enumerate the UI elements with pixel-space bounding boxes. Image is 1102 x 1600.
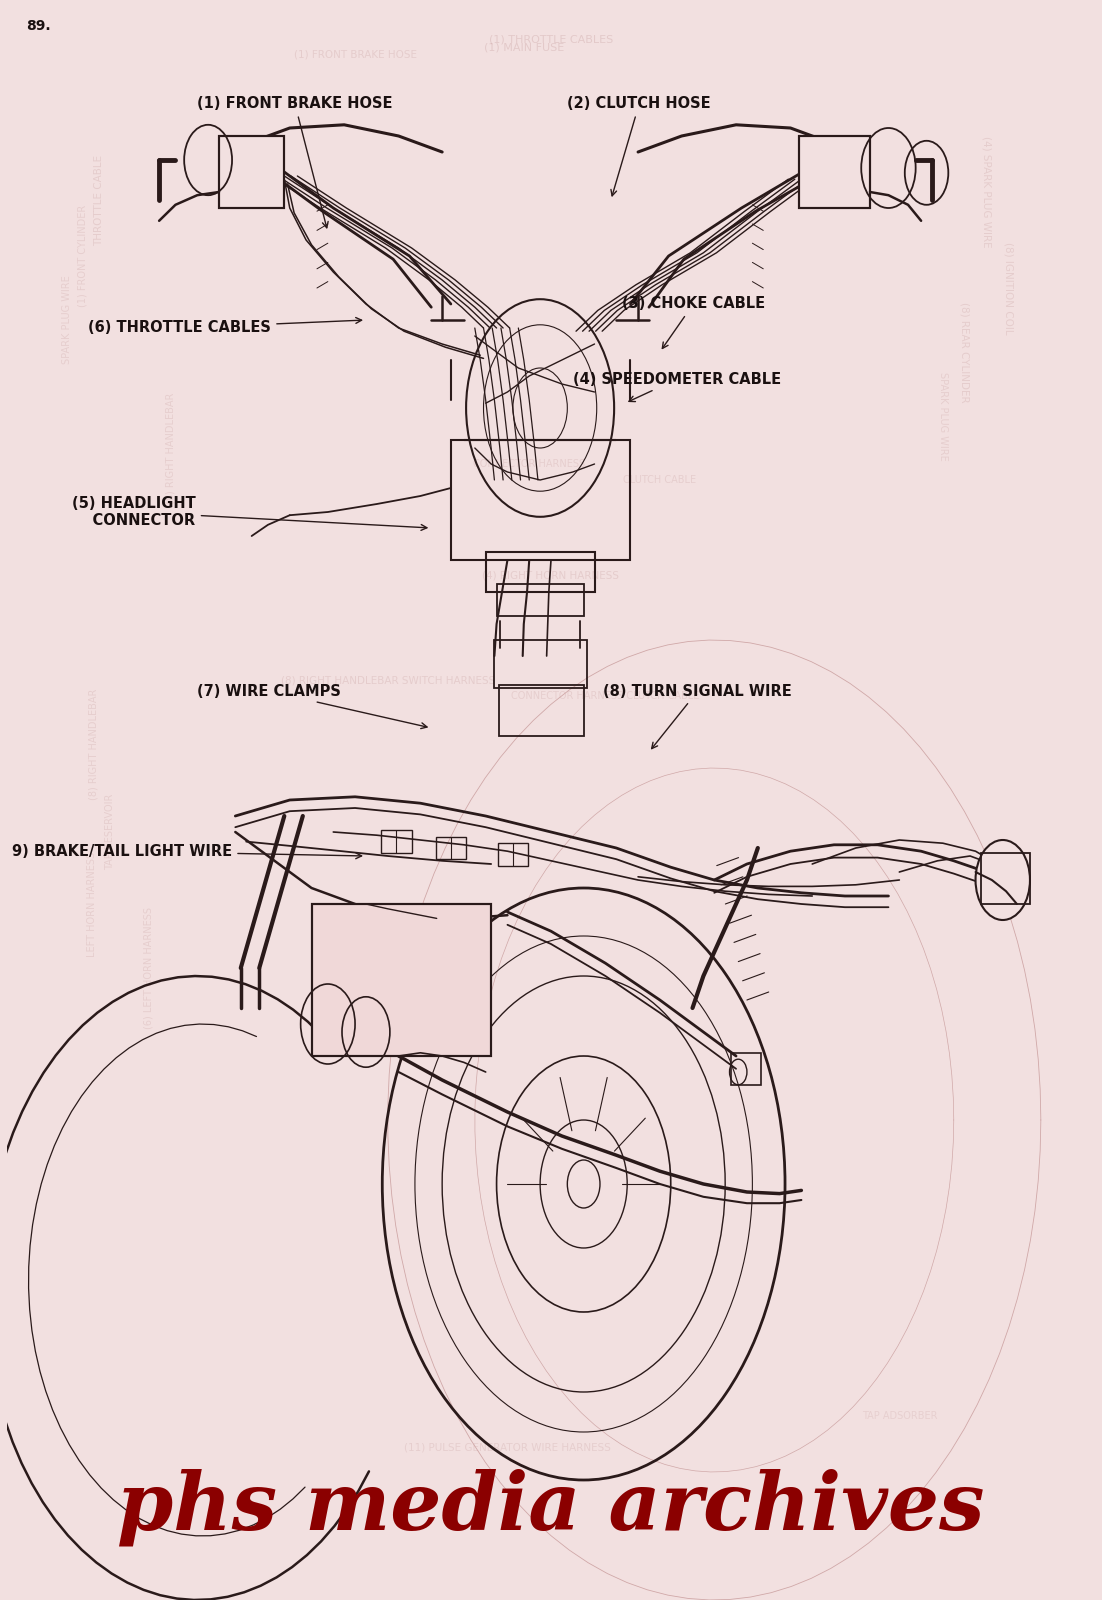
Bar bbox=[799, 136, 869, 208]
Bar bbox=[219, 136, 284, 208]
Text: CLUTCH CABLE: CLUTCH CABLE bbox=[624, 475, 696, 485]
Text: (8) REAR CYLINDER: (8) REAR CYLINDER bbox=[960, 302, 970, 402]
Text: (3) CHOKE CABLE: (3) CHOKE CABLE bbox=[622, 296, 765, 349]
Text: (6) THROTTLE CABLES: (6) THROTTLE CABLES bbox=[88, 317, 361, 336]
Text: (8) RIGHT HANDLEBAR SWITCH HARNESS: (8) RIGHT HANDLEBAR SWITCH HARNESS bbox=[281, 675, 495, 685]
Text: SPARK PLUG WIRE: SPARK PLUG WIRE bbox=[62, 275, 72, 365]
Text: (8) RIGHT HANDLEBAR: (8) RIGHT HANDLEBAR bbox=[165, 392, 175, 504]
Text: (2) CLUTCH HOSE: (2) CLUTCH HOSE bbox=[568, 96, 711, 195]
Text: THROTTLE CABLE: THROTTLE CABLE bbox=[95, 155, 105, 245]
Bar bbox=[799, 136, 869, 208]
Text: 9) BRAKE/TAIL LIGHT WIRE: 9) BRAKE/TAIL LIGHT WIRE bbox=[12, 843, 361, 859]
Text: (1) FRONT BRAKE HOSE: (1) FRONT BRAKE HOSE bbox=[197, 96, 392, 227]
Text: (6) LEFT HORN HARNESS: (6) LEFT HORN HARNESS bbox=[143, 907, 153, 1029]
Bar bbox=[498, 843, 528, 866]
Text: LEFT HORN HARNESS: LEFT HORN HARNESS bbox=[87, 851, 97, 957]
Bar bbox=[486, 552, 595, 592]
Text: (8) RIGHT HANDLEBAR: (8) RIGHT HANDLEBAR bbox=[89, 688, 99, 800]
Bar bbox=[381, 830, 412, 853]
Bar bbox=[495, 640, 587, 688]
Text: (4) RIGHT HORN HARNESS: (4) RIGHT HORN HARNESS bbox=[483, 571, 619, 581]
Text: TAP RESERVOIR: TAP RESERVOIR bbox=[105, 794, 115, 870]
Bar bbox=[981, 853, 1030, 904]
Bar bbox=[451, 440, 630, 560]
Text: (1) FRONT BRAKE HOSE: (1) FRONT BRAKE HOSE bbox=[293, 50, 417, 59]
Text: TAP ADSORBER: TAP ADSORBER bbox=[862, 1411, 937, 1421]
Bar bbox=[731, 1053, 761, 1085]
Text: (1) FRONT CYLINDER: (1) FRONT CYLINDER bbox=[78, 205, 88, 307]
Text: (8) TURN SIGNAL WIRE: (8) TURN SIGNAL WIRE bbox=[603, 683, 792, 749]
Bar bbox=[435, 837, 466, 859]
Text: CONNECTOR HARNESS CLUTCH CABLE: CONNECTOR HARNESS CLUTCH CABLE bbox=[511, 691, 700, 701]
Text: (8) IGNITION COIL: (8) IGNITION COIL bbox=[1003, 242, 1013, 334]
Bar bbox=[219, 136, 284, 208]
Text: CONNECTOR HARNESS: CONNECTOR HARNESS bbox=[473, 459, 585, 469]
Text: (11) PULSE GENERATOR WIRE HARNESS: (11) PULSE GENERATOR WIRE HARNESS bbox=[404, 1443, 611, 1453]
Bar bbox=[312, 904, 491, 1056]
Circle shape bbox=[975, 840, 1030, 920]
Text: 89.: 89. bbox=[26, 19, 51, 34]
Bar bbox=[497, 584, 584, 616]
Text: (1) MAIN FUSE: (1) MAIN FUSE bbox=[484, 43, 564, 53]
Text: (7) WIRE CLAMPS: (7) WIRE CLAMPS bbox=[197, 683, 428, 728]
Text: (4) SPARK PLUG WIRE: (4) SPARK PLUG WIRE bbox=[982, 136, 992, 248]
Text: SPARK PLUG WIRE: SPARK PLUG WIRE bbox=[938, 371, 948, 461]
Text: (1) THROTTLE CABLES: (1) THROTTLE CABLES bbox=[489, 35, 613, 45]
Text: phs media archives: phs media archives bbox=[117, 1469, 985, 1546]
Bar bbox=[312, 904, 491, 1056]
Text: (5) HEADLIGHT
    CONNECTOR: (5) HEADLIGHT CONNECTOR bbox=[72, 496, 426, 530]
Bar bbox=[499, 685, 584, 736]
Text: (4) SPEEDOMETER CABLE: (4) SPEEDOMETER CABLE bbox=[573, 371, 781, 402]
